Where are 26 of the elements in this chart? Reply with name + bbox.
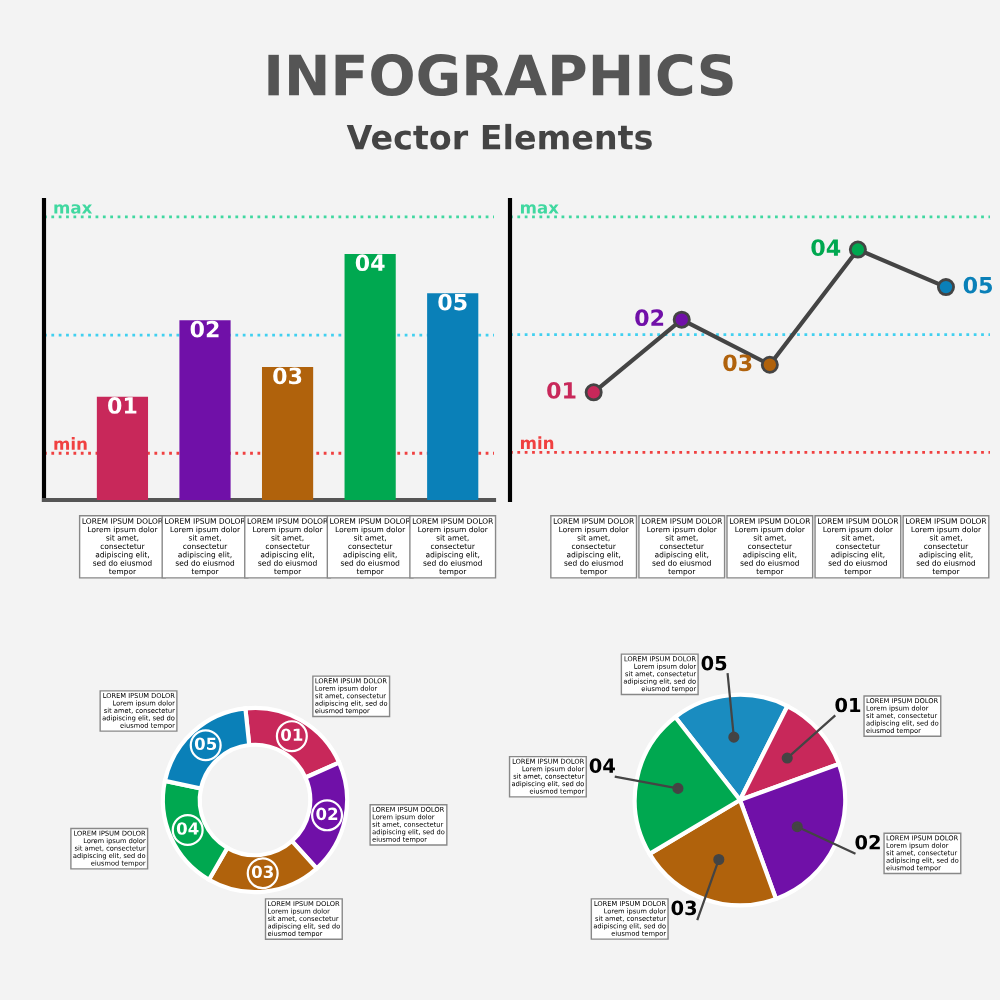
slice-label: 05	[194, 737, 217, 751]
annotation: 02	[190, 320, 219, 338]
slice-label: 04	[176, 822, 199, 835]
chart-subtitle: Vector Elements	[346, 123, 652, 150]
ref-line-label: max	[520, 204, 559, 214]
annotation: 04	[811, 239, 841, 256]
annotation: 01	[547, 381, 576, 399]
annotation: 05	[963, 276, 992, 294]
slice-label: 03	[251, 865, 273, 879]
slice-label: 01	[835, 697, 861, 713]
slice-label: 03	[671, 900, 697, 916]
slice-label: 02	[316, 807, 338, 821]
slice-label: 02	[855, 834, 880, 850]
slice-label: 05	[701, 655, 727, 671]
annotation: 01	[108, 397, 137, 414]
annotation: 02	[635, 309, 664, 327]
annotation: 03	[723, 354, 752, 372]
ref-line-label: max	[54, 204, 93, 214]
ref-line-label: min	[54, 437, 87, 450]
annotation: 04	[355, 254, 385, 272]
annotation: 03	[273, 367, 302, 385]
slice-label: 01	[281, 728, 303, 742]
ref-line-label: min	[520, 436, 554, 449]
slice-label: 04	[589, 758, 615, 773]
chart-title: INFOGRAPHICS	[268, 54, 733, 97]
annotation: 05	[438, 293, 467, 311]
